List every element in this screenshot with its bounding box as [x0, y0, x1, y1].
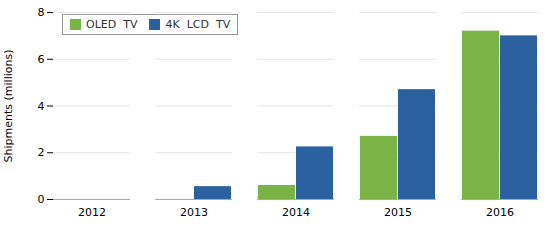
svg-text:6: 6: [38, 53, 45, 66]
svg-text:4: 4: [38, 100, 45, 113]
svg-text:2012: 2012: [78, 206, 106, 219]
html-text:4K LCD TV: 4K LCD TV: [165, 18, 231, 31]
svg-text:2014: 2014: [282, 206, 310, 219]
svg-text:2: 2: [38, 146, 45, 159]
html-text:OLED TV: OLED TV: [86, 18, 138, 31]
svg-text:2013: 2013: [180, 206, 208, 219]
svg-text:0: 0: [38, 193, 45, 206]
svg-text:Shipments (millions): Shipments (millions): [2, 50, 15, 163]
svg-text:8: 8: [38, 6, 45, 19]
svg-text:2016: 2016: [486, 206, 514, 219]
svg-text:2015: 2015: [384, 206, 412, 219]
